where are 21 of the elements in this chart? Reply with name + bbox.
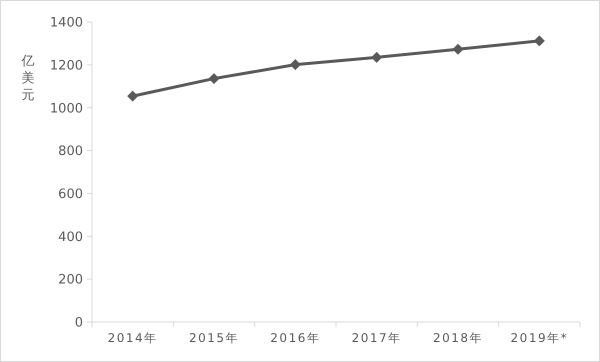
y-tick-label: 400 — [58, 230, 83, 245]
y-tick-label: 1400 — [50, 16, 83, 31]
x-tick-label: 2019年* — [510, 331, 568, 345]
x-tick-label: 2017年 — [352, 331, 402, 345]
x-tick-label: 2014年 — [108, 331, 158, 345]
x-tick-label: 2016年 — [270, 331, 320, 345]
point — [452, 44, 464, 55]
y-tick-label: 1000 — [50, 101, 83, 116]
y-tick-label: 0 — [74, 316, 83, 331]
y-tick-label: 200 — [58, 272, 83, 288]
point — [534, 35, 545, 46]
y-tick-label: 800 — [58, 144, 83, 160]
point — [127, 90, 138, 102]
point — [208, 73, 220, 84]
y-axis-title: 亿美元 — [20, 54, 34, 103]
x-tick-label: 2018年 — [432, 331, 484, 345]
point — [290, 59, 301, 70]
y-tick-label: 1200 — [50, 58, 83, 74]
point — [371, 52, 382, 63]
y-tick-label: 600 — [58, 186, 83, 202]
x-tick-label: 2015年 — [188, 331, 240, 345]
